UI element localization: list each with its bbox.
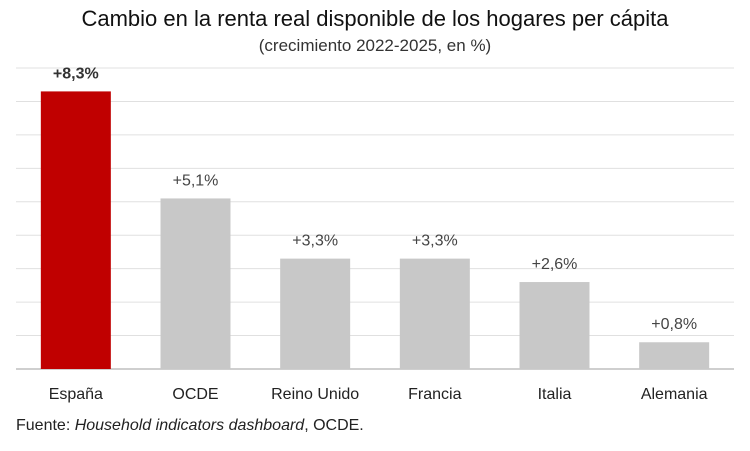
data-label-0: +8,3% [53,65,99,82]
category-label-1: OCDE [172,386,218,403]
category-label-4: Italia [538,386,572,403]
source-suffix: , OCDE. [304,417,364,434]
source-note: Fuente: Household indicators dashboard, … [16,417,364,435]
category-label-0: España [49,386,103,403]
source-prefix: Fuente: [16,417,75,434]
bar-2 [280,258,351,369]
data-label-5: +0,8% [651,316,697,333]
data-label-2: +3,3% [292,233,338,250]
bar-1 [160,198,231,369]
category-label-5: Alemania [641,386,708,403]
bar-5 [639,342,710,369]
chart-title: Cambio en la renta real disponible de lo… [81,6,669,31]
category-label-2: Reino Unido [271,386,359,403]
chart-subtitle: (crecimiento 2022-2025, en %) [258,36,492,55]
data-label-3: +3,3% [412,233,458,250]
bar-3 [399,258,470,369]
bar-4 [519,282,590,369]
category-label-3: Francia [408,386,461,403]
source-name: Household indicators dashboard [74,417,305,434]
data-label-4: +2,6% [532,256,578,273]
data-label-1: +5,1% [173,172,219,189]
bar-0 [40,91,111,370]
